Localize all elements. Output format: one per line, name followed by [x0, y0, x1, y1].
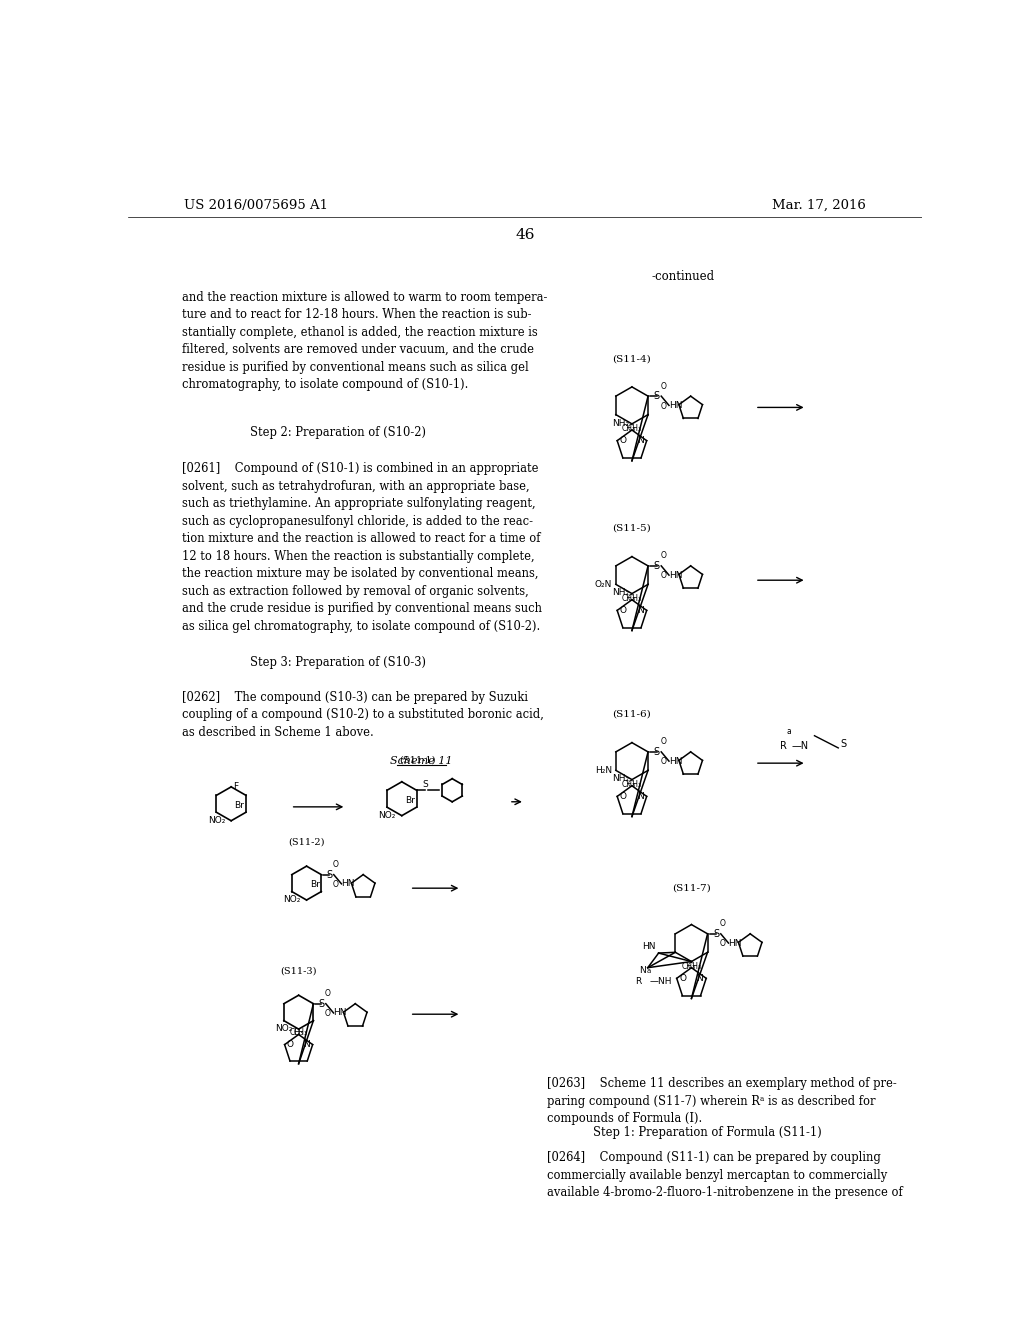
Text: NO₂: NO₂ — [275, 1024, 293, 1034]
Text: O: O — [333, 880, 339, 888]
Text: N: N — [637, 792, 643, 801]
Text: O: O — [660, 572, 667, 581]
Text: R: R — [780, 741, 787, 751]
Text: O: O — [287, 1040, 294, 1049]
Text: O: O — [333, 861, 339, 870]
Text: HN: HN — [669, 756, 682, 766]
Text: O: O — [660, 401, 667, 411]
Text: Br: Br — [406, 796, 415, 805]
Text: O: O — [620, 792, 627, 801]
Text: O: O — [660, 738, 667, 747]
Text: a: a — [646, 968, 650, 974]
Text: (S11-5): (S11-5) — [612, 524, 651, 533]
Text: (S11-7): (S11-7) — [672, 884, 711, 894]
Text: CH₃: CH₃ — [622, 780, 636, 789]
Text: HN: HN — [669, 401, 682, 411]
Text: NH₂: NH₂ — [612, 587, 630, 597]
Text: CH₃: CH₃ — [289, 1028, 303, 1038]
Text: H₂N: H₂N — [595, 766, 612, 775]
Text: S: S — [653, 561, 659, 570]
Text: N: N — [637, 436, 643, 445]
Text: N: N — [637, 606, 643, 615]
Text: S: S — [318, 999, 325, 1008]
Text: US 2016/0075695 A1: US 2016/0075695 A1 — [183, 199, 328, 213]
Text: and the reaction mixture is allowed to warm to room tempera-
ture and to react f: and the reaction mixture is allowed to w… — [182, 290, 548, 391]
Text: O: O — [660, 552, 667, 561]
Text: [0261]    Compound of (S10-1) is combined in an appropriate
solvent, such as tet: [0261] Compound of (S10-1) is combined i… — [182, 462, 542, 632]
Text: CH₃: CH₃ — [687, 962, 701, 970]
Text: -continued: -continued — [652, 271, 715, 284]
Text: HN: HN — [728, 939, 742, 948]
Text: HN: HN — [642, 941, 655, 950]
Text: HN: HN — [669, 570, 682, 579]
Text: [0264]    Compound (S11-1) can be prepared by coupling
commercially available be: [0264] Compound (S11-1) can be prepared … — [547, 1151, 903, 1200]
Text: Step 3: Preparation of (S10-3): Step 3: Preparation of (S10-3) — [250, 656, 426, 669]
Text: O: O — [325, 989, 331, 998]
Text: CH₃: CH₃ — [622, 594, 636, 603]
Text: O: O — [325, 1008, 331, 1018]
Text: (S11-1): (S11-1) — [399, 755, 435, 764]
Text: O: O — [660, 381, 667, 391]
Text: O: O — [660, 758, 667, 767]
Text: 46: 46 — [515, 227, 535, 242]
Text: (S11-2): (S11-2) — [289, 837, 325, 846]
Text: R: R — [635, 977, 642, 986]
Text: NH₂: NH₂ — [612, 420, 630, 429]
Text: NH₂: NH₂ — [612, 774, 630, 783]
Text: F: F — [233, 783, 239, 792]
Text: S: S — [713, 929, 719, 939]
Text: S: S — [326, 870, 332, 879]
Text: O₂N: O₂N — [595, 579, 612, 589]
Text: NO₂: NO₂ — [378, 810, 395, 820]
Text: S: S — [653, 747, 659, 756]
Text: a: a — [786, 727, 792, 735]
Text: (S11-4): (S11-4) — [612, 354, 651, 363]
Text: O: O — [720, 920, 726, 928]
Text: O: O — [720, 940, 726, 948]
Text: Scheme 11: Scheme 11 — [390, 756, 453, 766]
Text: CH₃: CH₃ — [681, 962, 695, 970]
Text: O: O — [679, 974, 686, 983]
Text: (S11-3): (S11-3) — [281, 966, 316, 975]
Text: O: O — [620, 436, 627, 445]
Text: S: S — [422, 780, 428, 789]
Text: S: S — [841, 739, 847, 748]
Text: HN: HN — [334, 1008, 347, 1018]
Text: [0263]    Scheme 11 describes an exemplary method of pre-
paring compound (S11-7: [0263] Scheme 11 describes an exemplary … — [547, 1077, 897, 1125]
Text: N: N — [303, 1040, 309, 1049]
Text: N: N — [639, 966, 646, 975]
Text: CH₃: CH₃ — [628, 424, 642, 433]
Text: N: N — [696, 974, 703, 983]
Text: NO₂: NO₂ — [283, 895, 300, 904]
Text: [0262]    The compound (S10-3) can be prepared by Suzuki
coupling of a compound : [0262] The compound (S10-3) can be prepa… — [182, 690, 544, 739]
Text: CH₃: CH₃ — [628, 594, 642, 603]
Text: Step 2: Preparation of (S10-2): Step 2: Preparation of (S10-2) — [250, 426, 426, 438]
Text: Br: Br — [310, 880, 319, 890]
Text: HN: HN — [341, 879, 355, 888]
Text: O: O — [620, 606, 627, 615]
Text: CH₃: CH₃ — [628, 780, 642, 789]
Text: Mar. 17, 2016: Mar. 17, 2016 — [772, 199, 866, 213]
Text: —N: —N — [792, 741, 809, 751]
Text: S: S — [653, 391, 659, 401]
Text: CH₃: CH₃ — [622, 424, 636, 433]
Text: NO₂: NO₂ — [208, 816, 225, 825]
Text: Br: Br — [233, 801, 244, 810]
Text: —NH: —NH — [649, 977, 672, 986]
Text: Step 1: Preparation of Formula (S11-1): Step 1: Preparation of Formula (S11-1) — [593, 1126, 821, 1139]
Text: CH₃: CH₃ — [294, 1028, 308, 1038]
Text: (S11-6): (S11-6) — [612, 710, 651, 719]
